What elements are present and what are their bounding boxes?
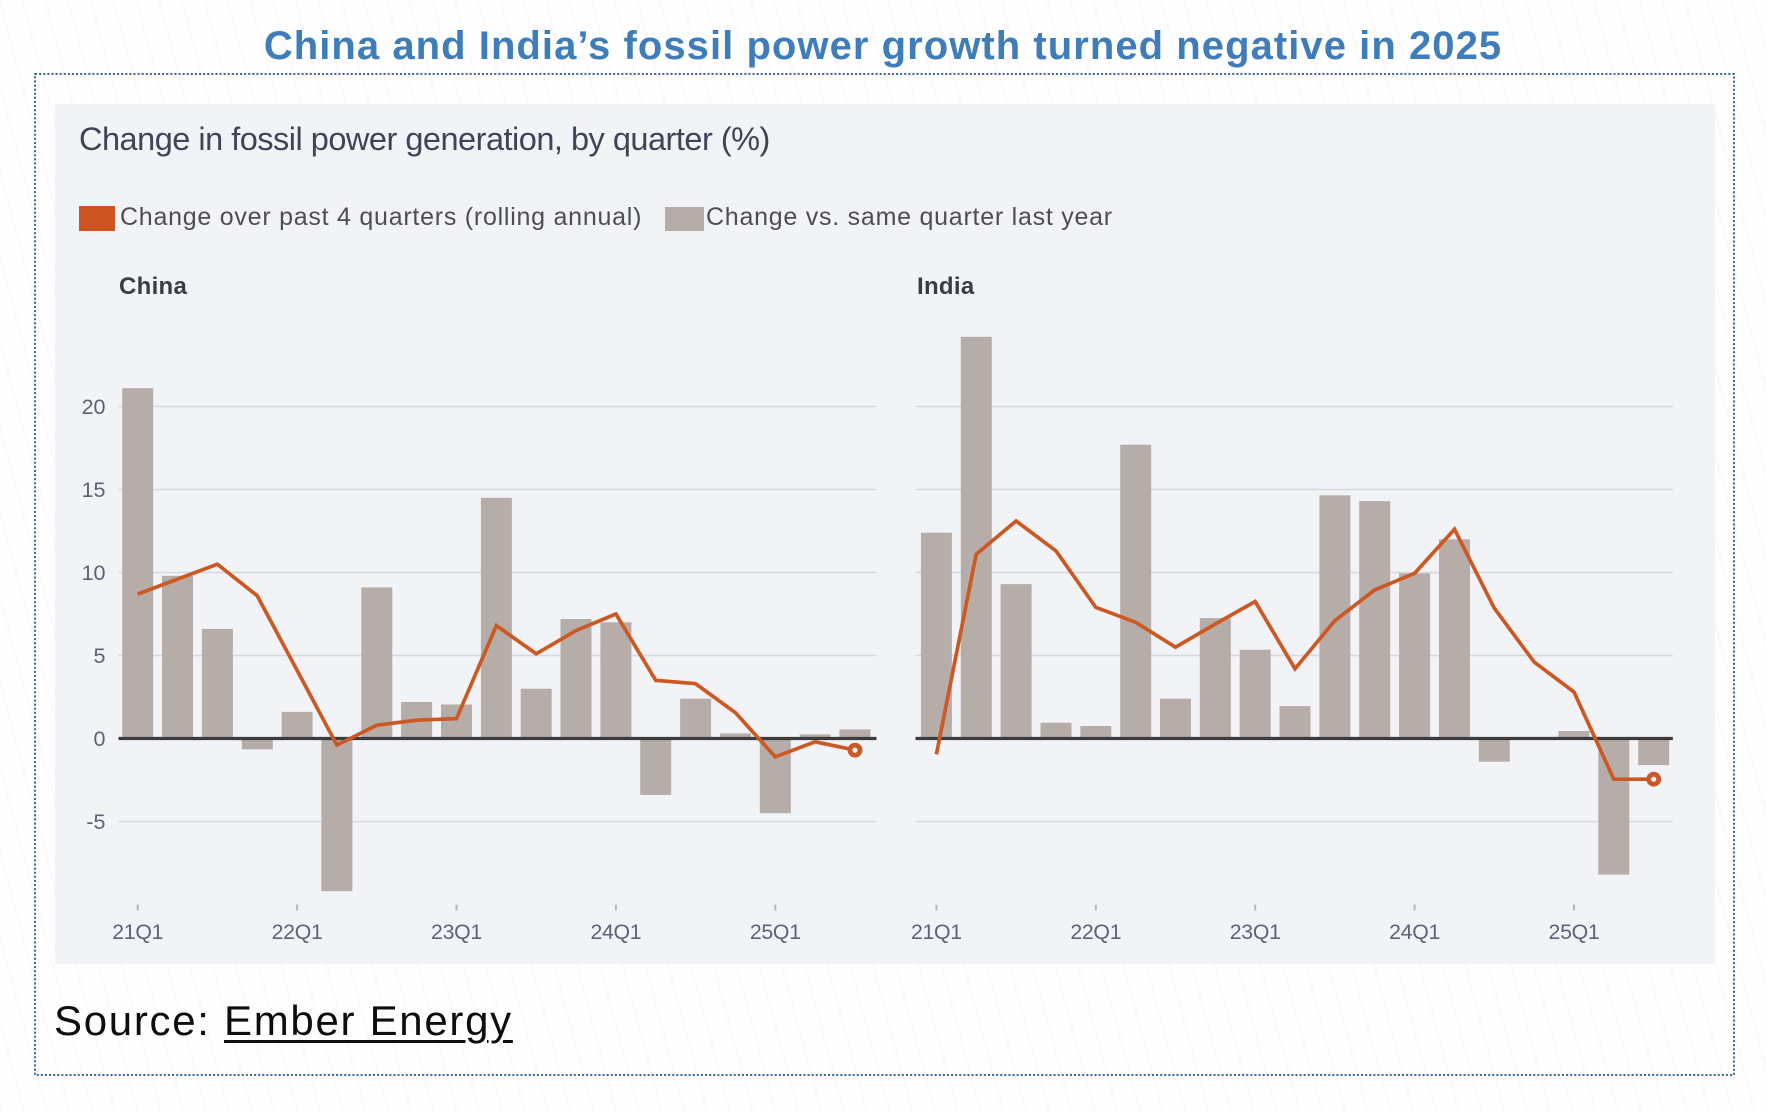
- svg-text:21Q1: 21Q1: [911, 920, 962, 944]
- svg-text:23Q1: 23Q1: [431, 920, 482, 944]
- svg-text:10: 10: [82, 561, 106, 585]
- svg-text:0: 0: [94, 727, 106, 751]
- svg-text:24Q1: 24Q1: [1389, 920, 1440, 944]
- svg-text:25Q1: 25Q1: [750, 920, 801, 944]
- svg-text:22Q1: 22Q1: [1070, 920, 1121, 944]
- svg-text:23Q1: 23Q1: [1230, 920, 1281, 944]
- svg-text:21Q1: 21Q1: [112, 920, 163, 944]
- svg-text:24Q1: 24Q1: [590, 920, 641, 944]
- svg-text:20: 20: [82, 395, 106, 419]
- svg-text:5: 5: [94, 644, 106, 668]
- svg-text:25Q1: 25Q1: [1549, 920, 1600, 944]
- svg-text:22Q1: 22Q1: [272, 920, 323, 944]
- svg-text:-5: -5: [86, 810, 105, 834]
- svg-text:15: 15: [82, 478, 106, 502]
